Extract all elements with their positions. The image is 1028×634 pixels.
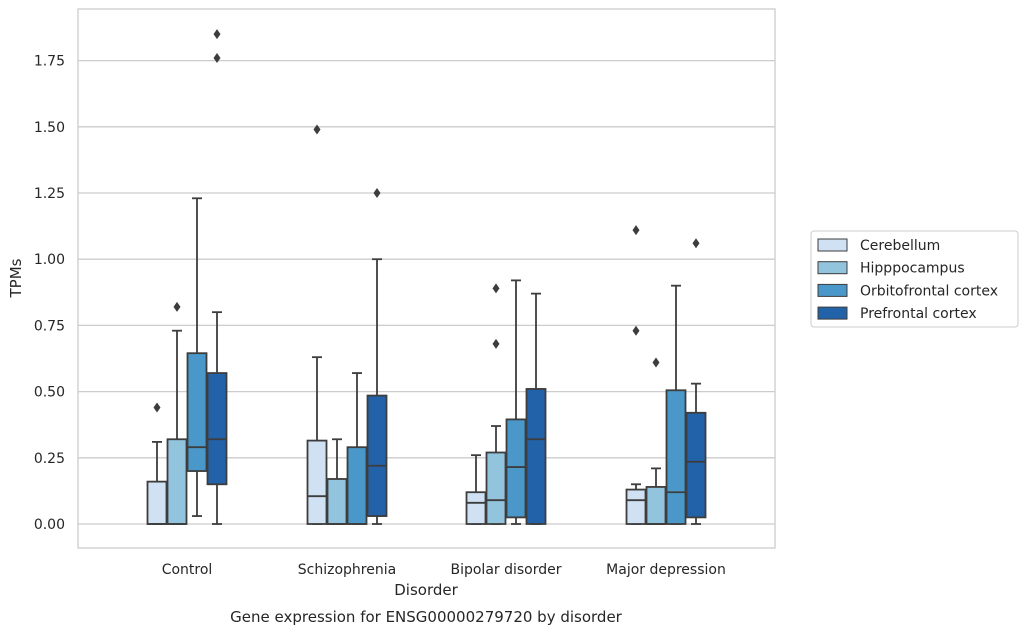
legend-label: Hipppocampus [860,261,965,277]
outlier-point [173,301,181,312]
legend-swatch [817,261,848,275]
box-3-2 [346,372,368,525]
box-body [525,388,547,525]
y-tick-label: 1.25 [34,186,65,202]
box-body [326,478,348,525]
box-body [625,488,647,525]
x-tick-label: Schizophrenia [298,562,396,578]
y-tick-label: 0.00 [34,517,65,533]
outlier-point [373,188,381,198]
x-tick-labels: Control Schizophrenia Bipolar disorder Majo… [162,562,726,578]
x-axis-label: Disorder [394,581,458,599]
outlier-point [153,402,161,413]
y-tick-label: 1.75 [34,54,65,70]
box-body [346,446,368,525]
plot-area-frame [77,8,776,549]
boxes [146,29,707,525]
outlier-point [692,238,700,249]
box-body [505,418,527,519]
box-4-3 [525,292,547,525]
box-4-4 [685,238,707,525]
box-body [465,491,487,525]
x-tick-label: Major depression [606,562,726,578]
legend-swatch [817,306,848,320]
box-4-1 [206,29,228,525]
box-3-4 [665,284,687,525]
outlier-point [652,357,660,368]
box-body [685,411,707,519]
box-2-1 [166,301,188,525]
y-tick-labels: 0.00 0.25 0.50 0.75 1.00 1.25 1.50 1.75 [34,54,65,533]
legend-label: Prefrontal cortex [860,306,977,322]
y-tick-label: 1.00 [34,252,65,268]
y-axis-label: TPMs [7,258,25,298]
box-1-4 [625,225,647,525]
legend: Cerebellum Hipppocampus Orbitofrontal cort… [810,230,1019,328]
box-body [166,438,188,525]
outlier-point [213,52,221,63]
y-tick-label: 1.50 [34,120,65,136]
box-2-4 [645,357,667,525]
outlier-point [632,225,640,236]
box-3-3 [505,279,527,525]
box-body [665,389,687,525]
box-body [366,394,388,517]
y-tick-label: 0.25 [34,451,65,467]
box-body [146,480,168,525]
outlier-point [492,283,500,294]
legend-swatch [817,238,848,252]
outlier-point [313,124,321,135]
box-body [186,352,208,472]
box-4-2 [366,188,388,525]
legend-items: Cerebellum Hipppocampus Orbitofrontal cort… [817,238,998,322]
box-2-2 [326,438,348,525]
box-1-3 [465,454,487,525]
box-body [645,486,667,525]
box-body [485,451,507,525]
box-body [206,372,228,486]
legend-swatch [817,283,848,297]
figure-caption: Gene expression for ENSG00000279720 by d… [230,608,623,626]
y-tick-label: 0.75 [34,318,65,334]
outlier-point [632,325,640,336]
box-body [306,439,328,525]
x-tick-label: Bipolar disorder [450,562,561,578]
outlier-point [492,338,500,349]
box-2-3 [485,283,507,525]
legend-frame [810,230,1019,328]
box-1-2 [306,124,328,525]
y-tick-label: 0.50 [34,385,65,401]
x-tick-label: Control [162,562,213,578]
outlier-point [213,29,221,40]
legend-label: Orbitofrontal cortex [860,283,998,299]
legend-label: Cerebellum [860,238,940,254]
box-1-1 [146,402,168,525]
box-3-1 [186,197,208,517]
